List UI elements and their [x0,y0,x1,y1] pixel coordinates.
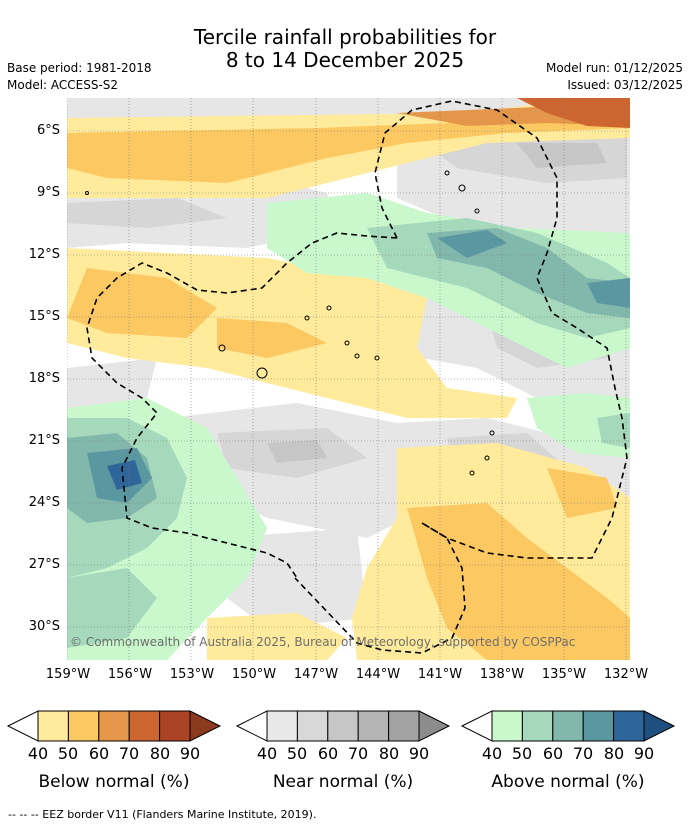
legend-above-swatch [552,710,584,742]
lon-label: 147°W [293,667,339,682]
above-normal-region [587,278,630,308]
legend-near-tick: 70 [347,744,369,763]
lat-label: 30°S [28,619,60,634]
islands [85,170,495,476]
legend-above-swatch [521,710,554,742]
legend-below-swatch [67,710,100,742]
legend-below-tick: 60 [88,744,110,763]
model-name: Model: ACCESS-S2 [7,78,119,92]
above-normal-region [107,460,142,490]
legend-below-tick: 40 [27,744,49,763]
legend-near-tick: 80 [378,744,400,763]
base-period: Base period: 1981-2018 [7,61,152,75]
map-title-line2: 8 to 14 December 2025 [225,48,465,72]
legend-below-tick: 90 [179,744,201,763]
above-normal-region [597,413,630,448]
below-normal-region [67,113,630,183]
near-normal-region [267,440,327,463]
legend-above-high-arrow [643,710,676,742]
lat-label: 9°S [36,185,60,200]
legend-below-tick: 70 [118,744,140,763]
legend-above-tick: 40 [481,744,503,763]
legend-below-tick: 80 [149,744,171,763]
rainfall-map [67,98,630,660]
legend-below-swatch [37,710,69,742]
lon-label: 144°W [355,667,401,682]
near-normal-region [67,358,157,408]
legend-below-bar [6,710,222,742]
legend-above-swatch [613,710,645,742]
eez-borders [86,100,628,654]
legend-above-low-arrow [460,710,493,742]
legend-near-tick: 60 [317,744,339,763]
legend-above-swatch [491,710,523,742]
lon-label: 135°W [541,667,587,682]
eez-border-south [294,522,466,654]
lon-label: 141°W [417,667,463,682]
legend-below-swatch [98,710,130,742]
legend-near-high-arrow [418,710,451,742]
lat-label: 6°S [36,123,60,138]
legend-near-title: Near normal (%) [272,772,414,792]
lon-label: 132°W [603,667,649,682]
below-normal-region [207,613,347,660]
legend-above-title: Above normal (%) [491,772,645,792]
legend-near-swatch [388,710,420,742]
legend-near-swatch [296,710,329,742]
legend-below-title: Below normal (%) [38,772,190,792]
gridlines [67,98,630,660]
eez-border-north [374,100,628,559]
legend-above-bar [460,710,676,742]
below-normal-region [217,318,327,358]
legend-below-low-arrow [6,710,39,742]
legend-below [6,710,222,742]
map-title-line1: Tercile rainfall probabilities for [193,25,497,49]
lon-label: 156°W [107,667,153,682]
lon-label: 138°W [479,667,525,682]
lon-label: 150°W [231,667,277,682]
lon-label: 159°W [45,667,91,682]
lat-label: 27°S [28,557,60,572]
near-normal-region [67,198,227,228]
legend-above-tick: 90 [633,744,655,763]
model-run: Model run: 01/12/2025 [545,61,683,75]
legend-near-tick: 90 [408,744,430,763]
legend-near [235,710,451,742]
lat-label: 21°S [28,433,60,448]
legend-near-swatch [327,710,359,742]
eez-border-cook [86,232,398,579]
issued-date: Issued: 03/12/2025 [567,78,683,92]
legend-below-tick: 50 [57,744,79,763]
legend-above-tick: 50 [511,744,533,763]
legend-near-low-arrow [235,710,268,742]
legend-below-swatch [128,710,161,742]
legend-below-swatch [159,710,191,742]
legend-above-tick: 80 [603,744,625,763]
below-normal-region [517,98,630,128]
legend-above-tick: 70 [572,744,594,763]
lat-label: 12°S [28,247,60,262]
legend-near-swatch [357,710,390,742]
legend-near-bar [235,710,451,742]
below-normal-region [67,268,217,338]
legend-near-swatch [266,710,298,742]
legend-above-swatch [582,710,615,742]
rainfall-map-svg [67,98,630,660]
above-normal-region [67,568,157,648]
legend-near-tick: 50 [286,744,308,763]
eez-note: -- -- -- EEZ border V11 (Flanders Marine… [8,808,317,821]
lat-label: 15°S [28,309,60,324]
legend-below-high-arrow [189,710,222,742]
copyright-notice: © Commonwealth of Australia 2025, Bureau… [70,635,576,649]
above-normal-region [437,230,507,258]
lon-label: 153°W [169,667,215,682]
below-normal-region [407,503,630,660]
lat-label: 18°S [28,371,60,386]
legend-above-tick: 60 [542,744,564,763]
legend-near-tick: 40 [256,744,278,763]
legend-above [460,710,676,742]
near-normal-region [517,143,607,168]
below-normal-region [547,468,617,518]
lat-label: 24°S [28,495,60,510]
